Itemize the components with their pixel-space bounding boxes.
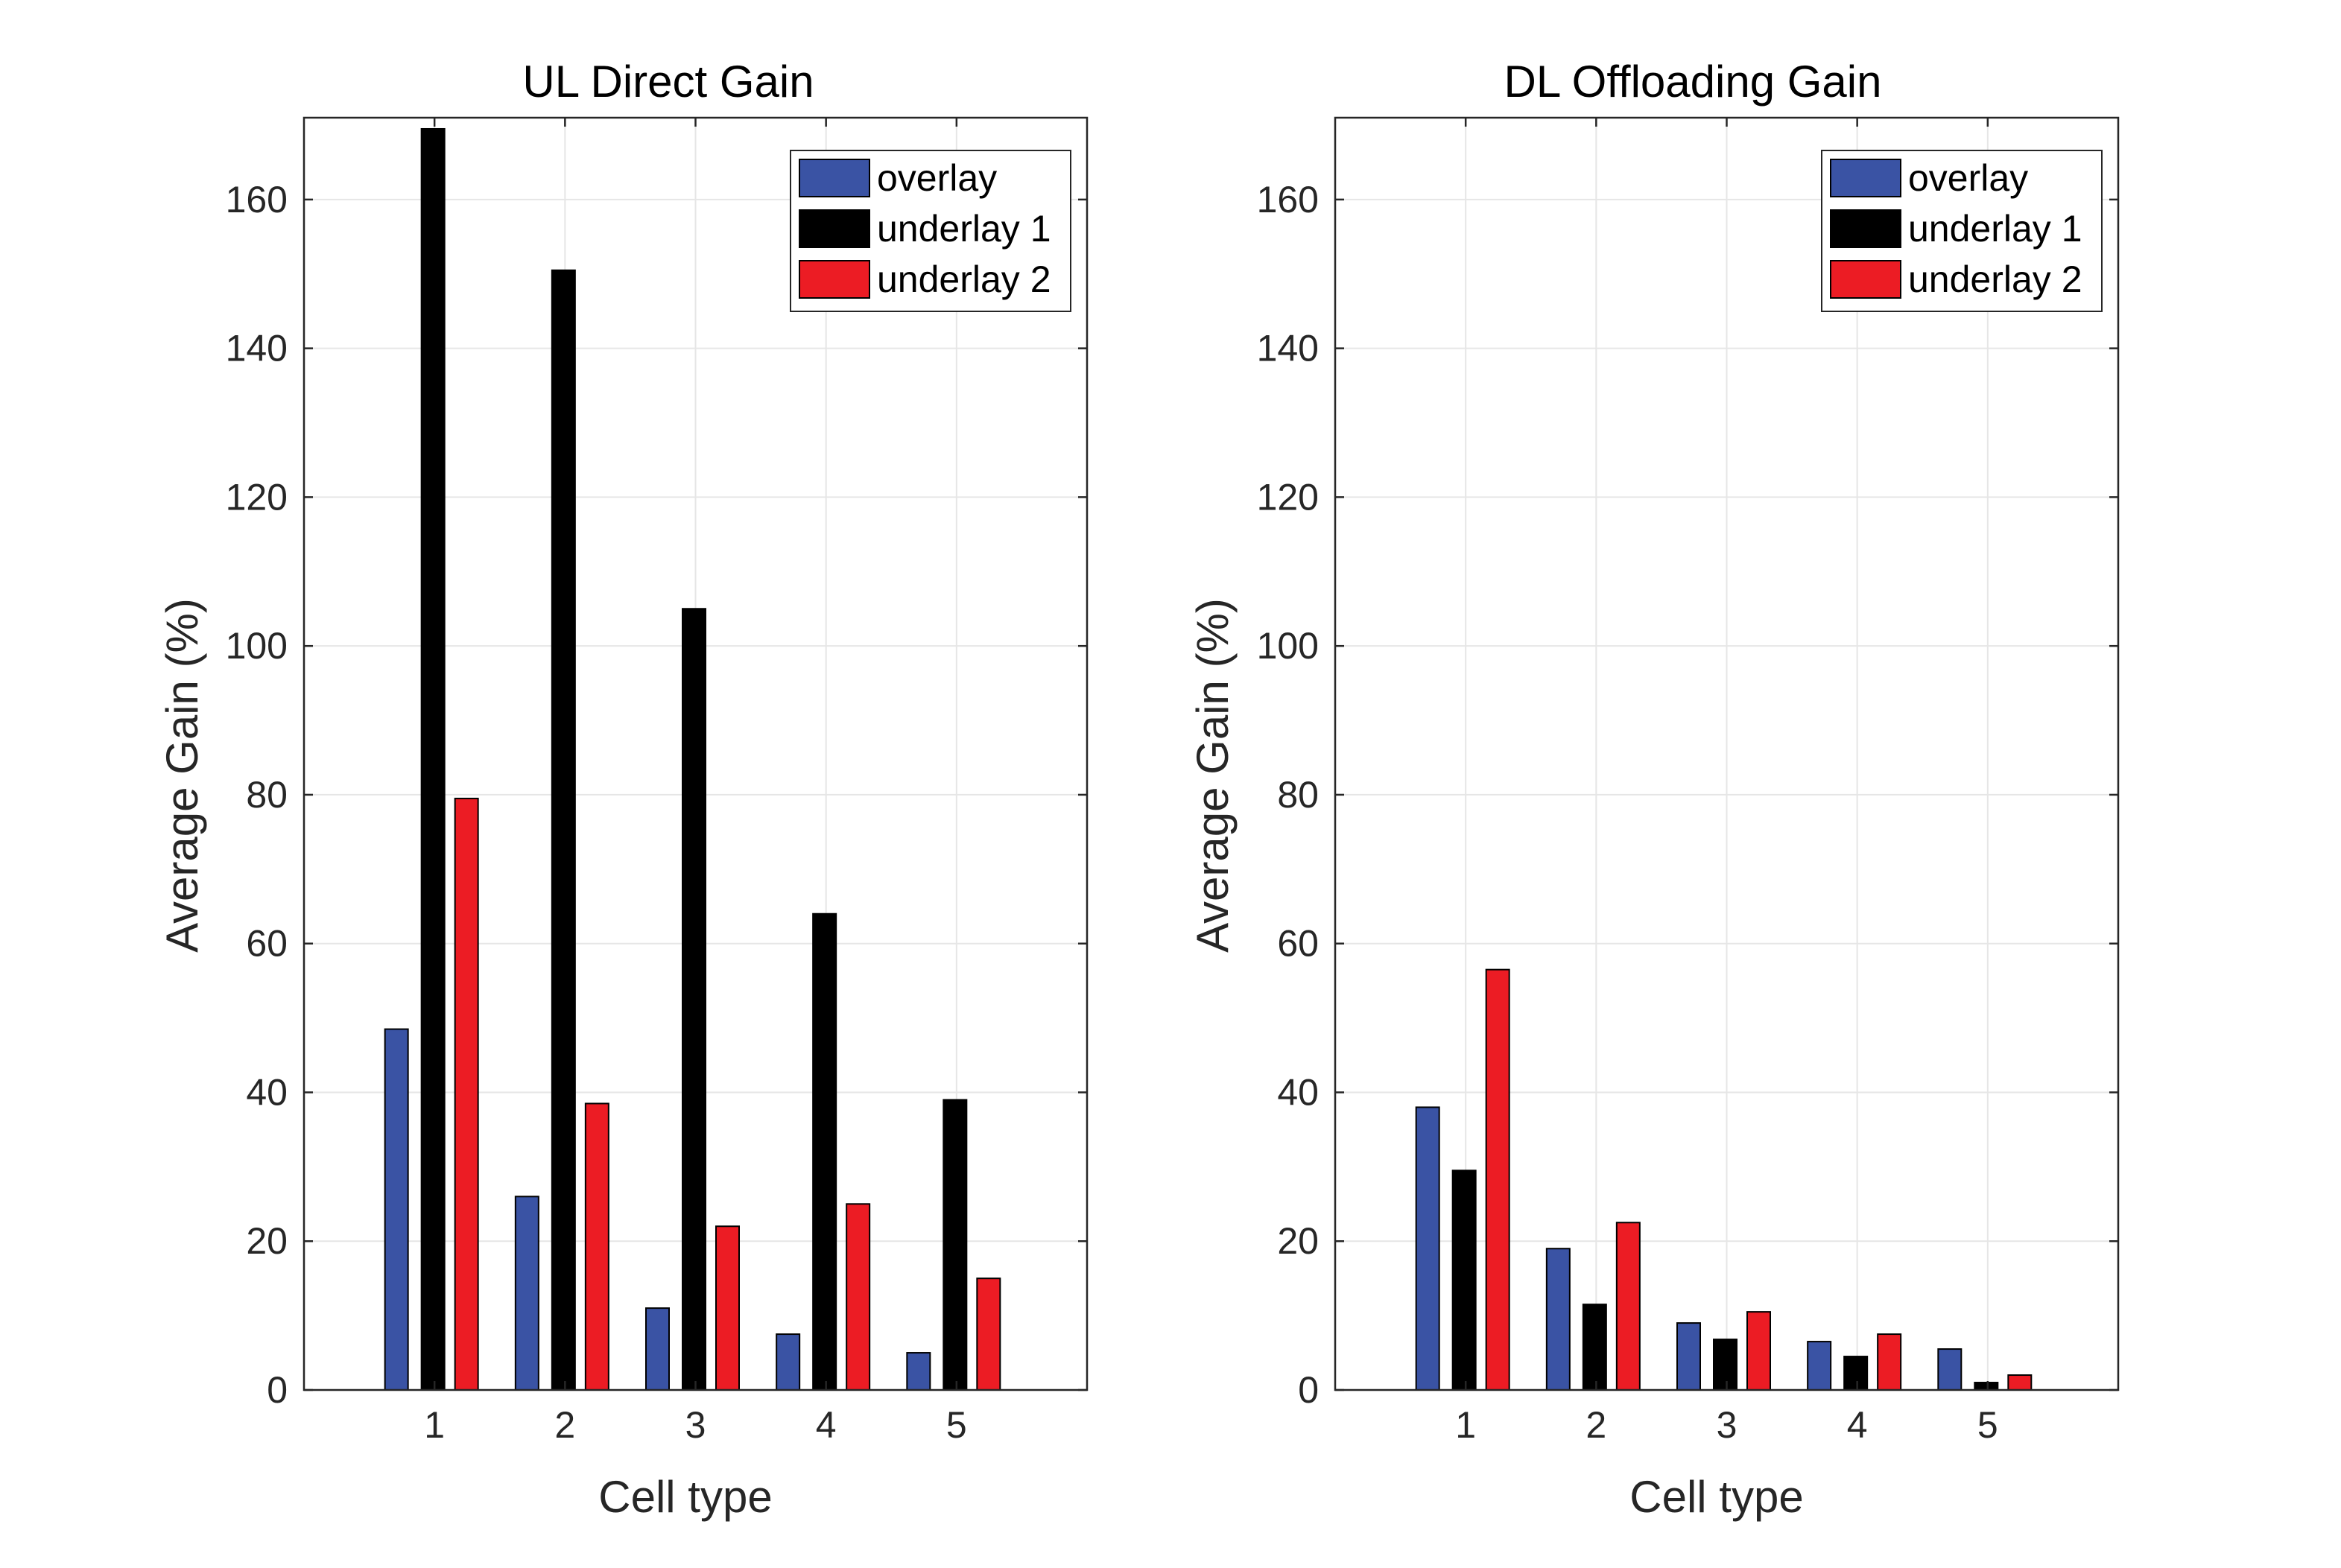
bar-group: [1415, 968, 2033, 1391]
bar-overlay: [906, 1352, 931, 1391]
legend-label: underlay 2: [877, 258, 1051, 300]
axis-ticks: [1335, 118, 2118, 1391]
bar-underlay2: [584, 1102, 609, 1391]
y-tick-label: 40: [246, 1071, 288, 1113]
bar-underlay1: [420, 127, 446, 1391]
y-tick-label: 140: [226, 328, 288, 369]
y-axis-label: Average Gain (%): [1188, 598, 1238, 953]
x-tick-label: 1: [1455, 1404, 1476, 1446]
legend-label: overlay: [1908, 157, 2028, 199]
y-tick-label: 60: [246, 923, 288, 965]
bar-overlay: [384, 1028, 409, 1391]
legend-swatch-underlay2: [1830, 260, 1901, 299]
x-tick-labels: 1 2 3 4 5: [424, 1404, 966, 1446]
bar-underlay2: [846, 1203, 871, 1391]
y-tick-labels: 0 20 40 60 80 100 120 140 160: [226, 179, 288, 1411]
x-tick-label: 5: [946, 1404, 967, 1446]
y-tick-label: 120: [1257, 476, 1319, 518]
y-tick-label: 0: [1298, 1369, 1319, 1411]
bar-underlay1: [682, 608, 706, 1391]
y-tick-label: 0: [267, 1369, 288, 1411]
bar-overlay: [645, 1307, 670, 1391]
legend-label: underlay 1: [877, 208, 1051, 250]
x-tick-label: 3: [685, 1404, 706, 1446]
bar-underlay1: [1582, 1304, 1607, 1391]
legend-label: underlay 2: [1908, 258, 2082, 300]
legend-label: underlay 1: [1908, 208, 2082, 250]
y-tick-label: 160: [1257, 179, 1319, 220]
y-tick-label: 100: [1257, 625, 1319, 667]
x-tick-label: 4: [816, 1404, 837, 1446]
legend-swatch-underlay2: [799, 260, 870, 299]
y-tick-label: 160: [226, 179, 288, 220]
y-tick-label: 80: [1277, 774, 1319, 816]
bar-underlay1: [812, 912, 837, 1391]
x-tick-label: 2: [1586, 1404, 1606, 1446]
bar-overlay: [1807, 1341, 1832, 1391]
bar-underlay1: [1713, 1339, 1737, 1391]
axis-ticks: [304, 118, 1087, 1391]
bar-underlay1: [551, 269, 576, 1391]
legend-swatch-overlay: [1830, 159, 1901, 197]
legend-label: overlay: [877, 157, 997, 199]
legend: overlay underlay 1 underlay 2: [790, 150, 1071, 312]
bar-underlay1: [1843, 1356, 1869, 1391]
x-tick-label: 3: [1717, 1404, 1737, 1446]
bar-underlay2: [976, 1277, 1001, 1391]
legend-swatch-overlay: [799, 159, 870, 197]
bar-overlay: [1676, 1322, 1701, 1391]
bar-underlay1: [1451, 1169, 1477, 1391]
x-tick-label: 5: [1977, 1404, 1998, 1446]
y-tick-label: 20: [1277, 1220, 1319, 1262]
x-tick-label: 2: [554, 1404, 575, 1446]
bar-underlay2: [1615, 1222, 1641, 1391]
legend-swatch-underlay1: [799, 209, 870, 248]
y-tick-label: 40: [1277, 1071, 1319, 1113]
y-tick-label: 120: [226, 476, 288, 518]
y-tick-label: 60: [1277, 923, 1319, 965]
y-tick-label: 100: [226, 625, 288, 667]
bar-underlay2: [2007, 1374, 2033, 1391]
bar-overlay: [1937, 1348, 1963, 1391]
chart-title: UL Direct Gain: [522, 57, 814, 107]
y-tick-label: 80: [246, 774, 288, 816]
bar-group: [384, 127, 1001, 1391]
bar-overlay: [1415, 1106, 1440, 1391]
x-axis-label: Cell type: [598, 1472, 772, 1522]
y-tick-labels: 0 20 40 60 80 100 120 140 160: [1257, 179, 1319, 1411]
chart-ul-direct-gain: 0 20 40 60 80 100 120 140 160 1 2 3 4 5 UL Direct Ga…: [157, 57, 1089, 1522]
bar-overlay: [776, 1333, 801, 1391]
x-tick-label: 4: [1847, 1404, 1868, 1446]
bar-overlay: [1545, 1248, 1571, 1391]
bar-underlay2: [1746, 1311, 1771, 1391]
bar-underlay1: [943, 1099, 968, 1391]
y-tick-label: 140: [1257, 328, 1319, 369]
bar-underlay2: [1877, 1333, 1902, 1391]
x-tick-label: 1: [424, 1404, 445, 1446]
y-axis-label: Average Gain (%): [157, 598, 207, 953]
x-axis-label: Cell type: [1629, 1472, 1803, 1522]
legend: overlay underlay 1 underlay 2: [1821, 150, 2103, 312]
bar-underlay2: [454, 797, 479, 1391]
x-tick-labels: 1 2 3 4 5: [1455, 1404, 1998, 1446]
y-tick-label: 20: [246, 1220, 288, 1262]
bar-overlay: [514, 1196, 539, 1391]
chart-title: DL Offloading Gain: [1504, 57, 1882, 107]
bar-underlay2: [1485, 968, 1510, 1391]
legend-swatch-underlay1: [1830, 209, 1901, 248]
chart-dl-offloading-gain: 0 20 40 60 80 100 120 140 160 1 2 3 4 5 DL Offloadin…: [1188, 57, 2120, 1522]
grid-lines: [1335, 118, 2118, 1390]
bar-underlay1: [1974, 1382, 1999, 1391]
bar-underlay2: [715, 1225, 740, 1391]
